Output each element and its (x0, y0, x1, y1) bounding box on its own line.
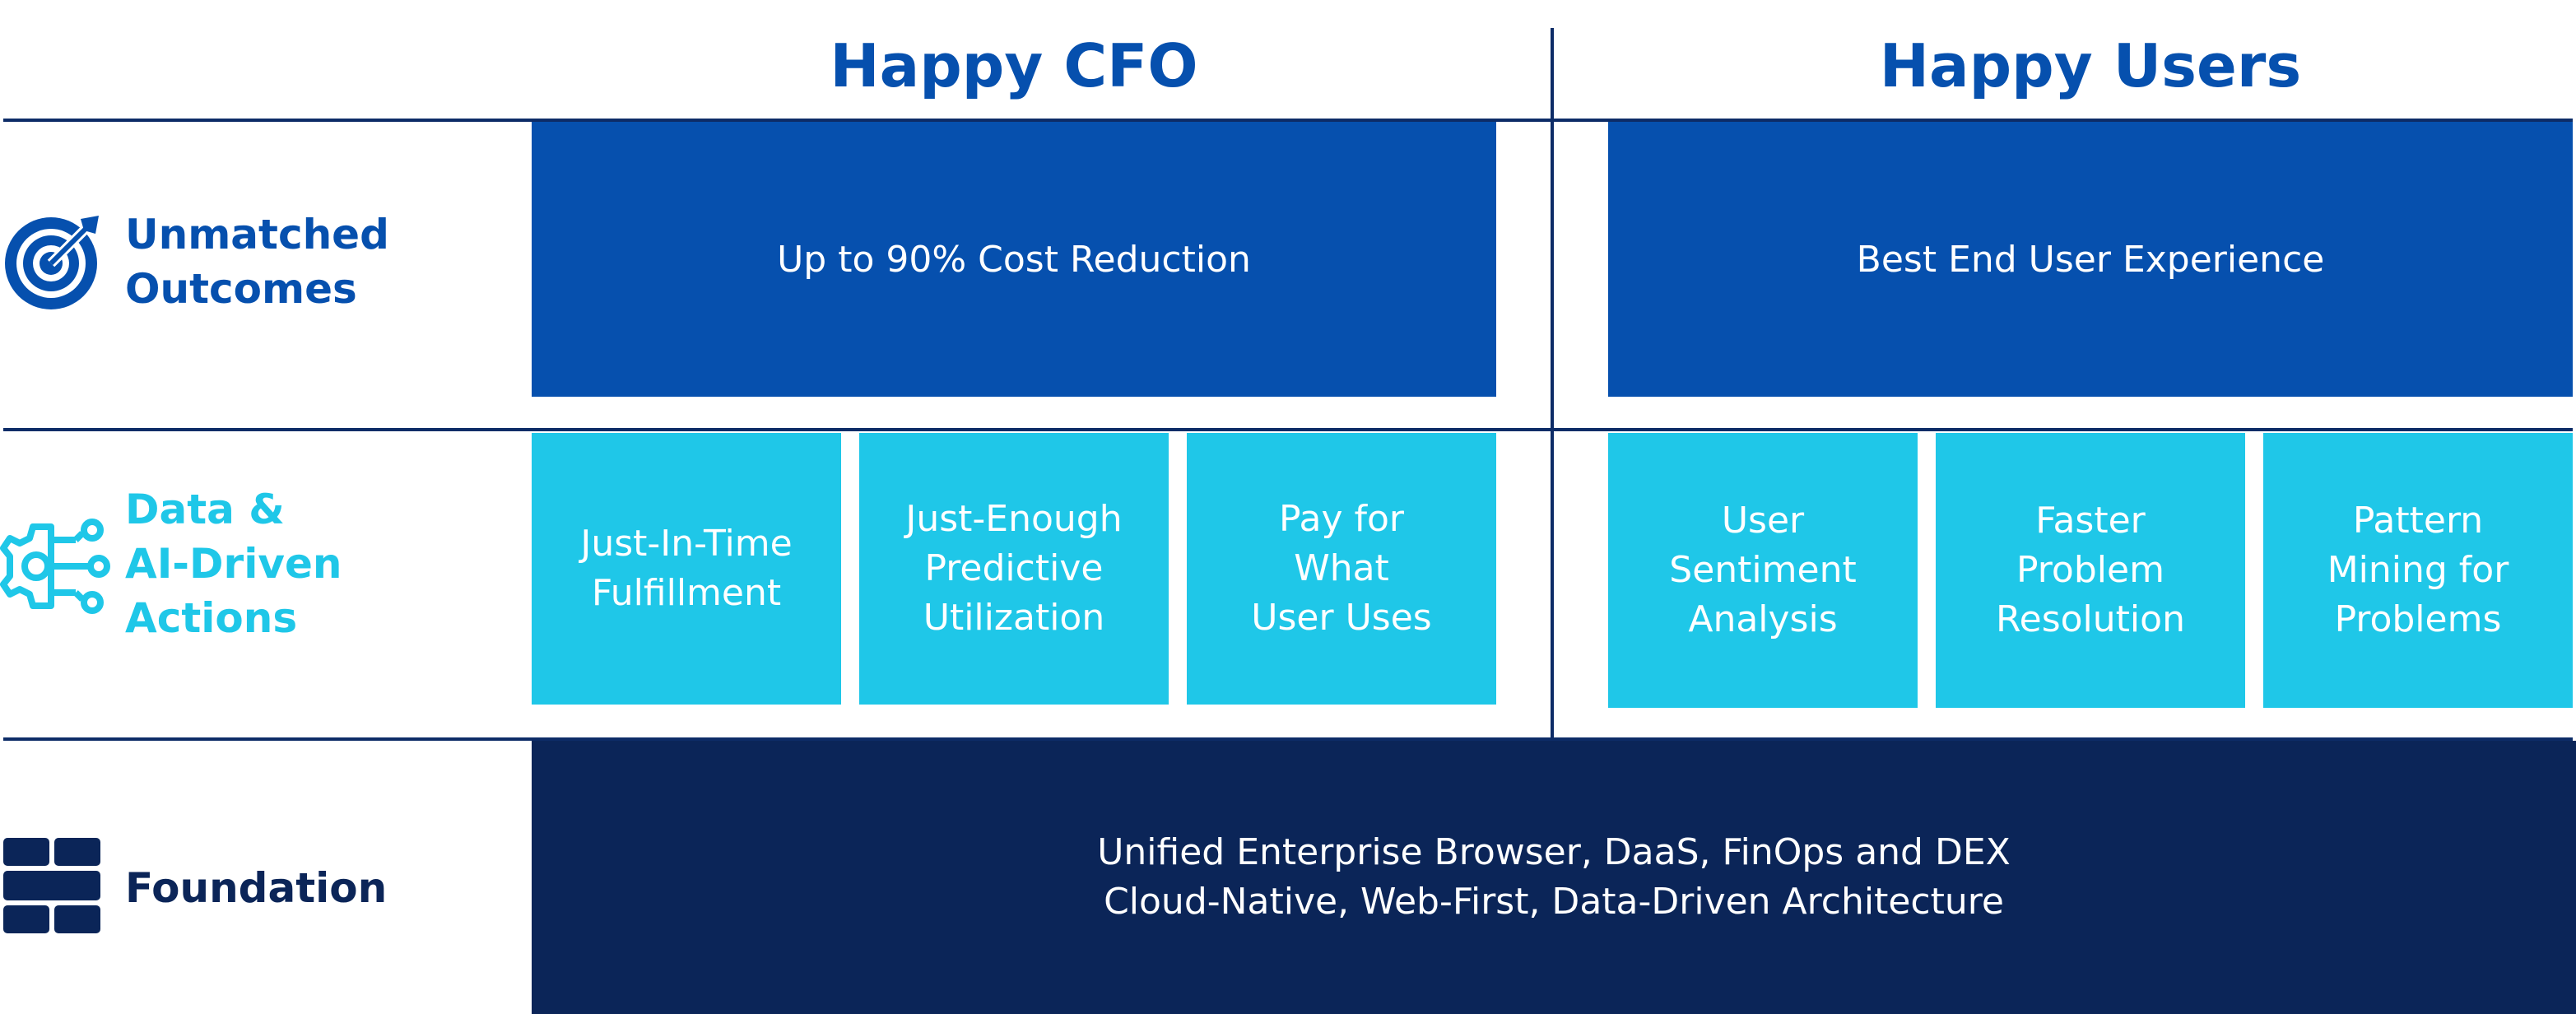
target-icon (2, 211, 104, 313)
happy-users-title: Happy Users (1879, 31, 2302, 100)
action-box-pattern-mining: Pattern Mining for Problems (2263, 433, 2573, 708)
row-divider-top (3, 119, 2573, 122)
action-box-just-in-time: Just-In-Time Fulfillment (532, 433, 841, 705)
action-text: User Sentiment Analysis (1669, 500, 1857, 640)
happy-cfo-title: Happy CFO (830, 31, 1198, 100)
action-box-user-sentiment: User Sentiment Analysis (1608, 433, 1918, 708)
cfo-outcome-text: Up to 90% Cost Reduction (777, 238, 1251, 281)
users-outcome-box: Best End User Experience (1608, 122, 2573, 397)
row-divider-middle (3, 428, 2573, 431)
row-label-foundation: Foundation (125, 864, 388, 912)
foundation-box: Unified Enterprise Browser, DaaS, FinOps… (532, 741, 2576, 1014)
bricks-icon (3, 838, 102, 935)
row-label-unmatched-outcomes: Unmatched Outcomes (125, 211, 389, 313)
action-box-pay-for-what: Pay for What User Uses (1187, 433, 1496, 705)
action-text: Faster Problem Resolution (1996, 500, 2185, 640)
action-box-just-enough: Just-Enough Predictive Utilization (859, 433, 1169, 705)
action-text: Just-Enough Predictive Utilization (905, 498, 1123, 639)
action-box-faster-resolution: Faster Problem Resolution (1936, 433, 2245, 708)
row-label-data-ai-actions: Data & AI-Driven Actions (125, 486, 342, 642)
action-text: Pattern Mining for Problems (2327, 500, 2509, 640)
ai-gear-icon (0, 515, 112, 617)
action-text: Pay for What User Uses (1251, 498, 1432, 639)
foundation-text: Unified Enterprise Browser, DaaS, FinOps… (1097, 831, 2011, 923)
users-outcome-text: Best End User Experience (1856, 238, 2325, 281)
row-divider-bottom (3, 737, 2573, 741)
action-text: Just-In-Time Fulfillment (580, 523, 793, 614)
cfo-outcome-box: Up to 90% Cost Reduction (532, 122, 1496, 397)
column-divider (1551, 28, 1554, 737)
